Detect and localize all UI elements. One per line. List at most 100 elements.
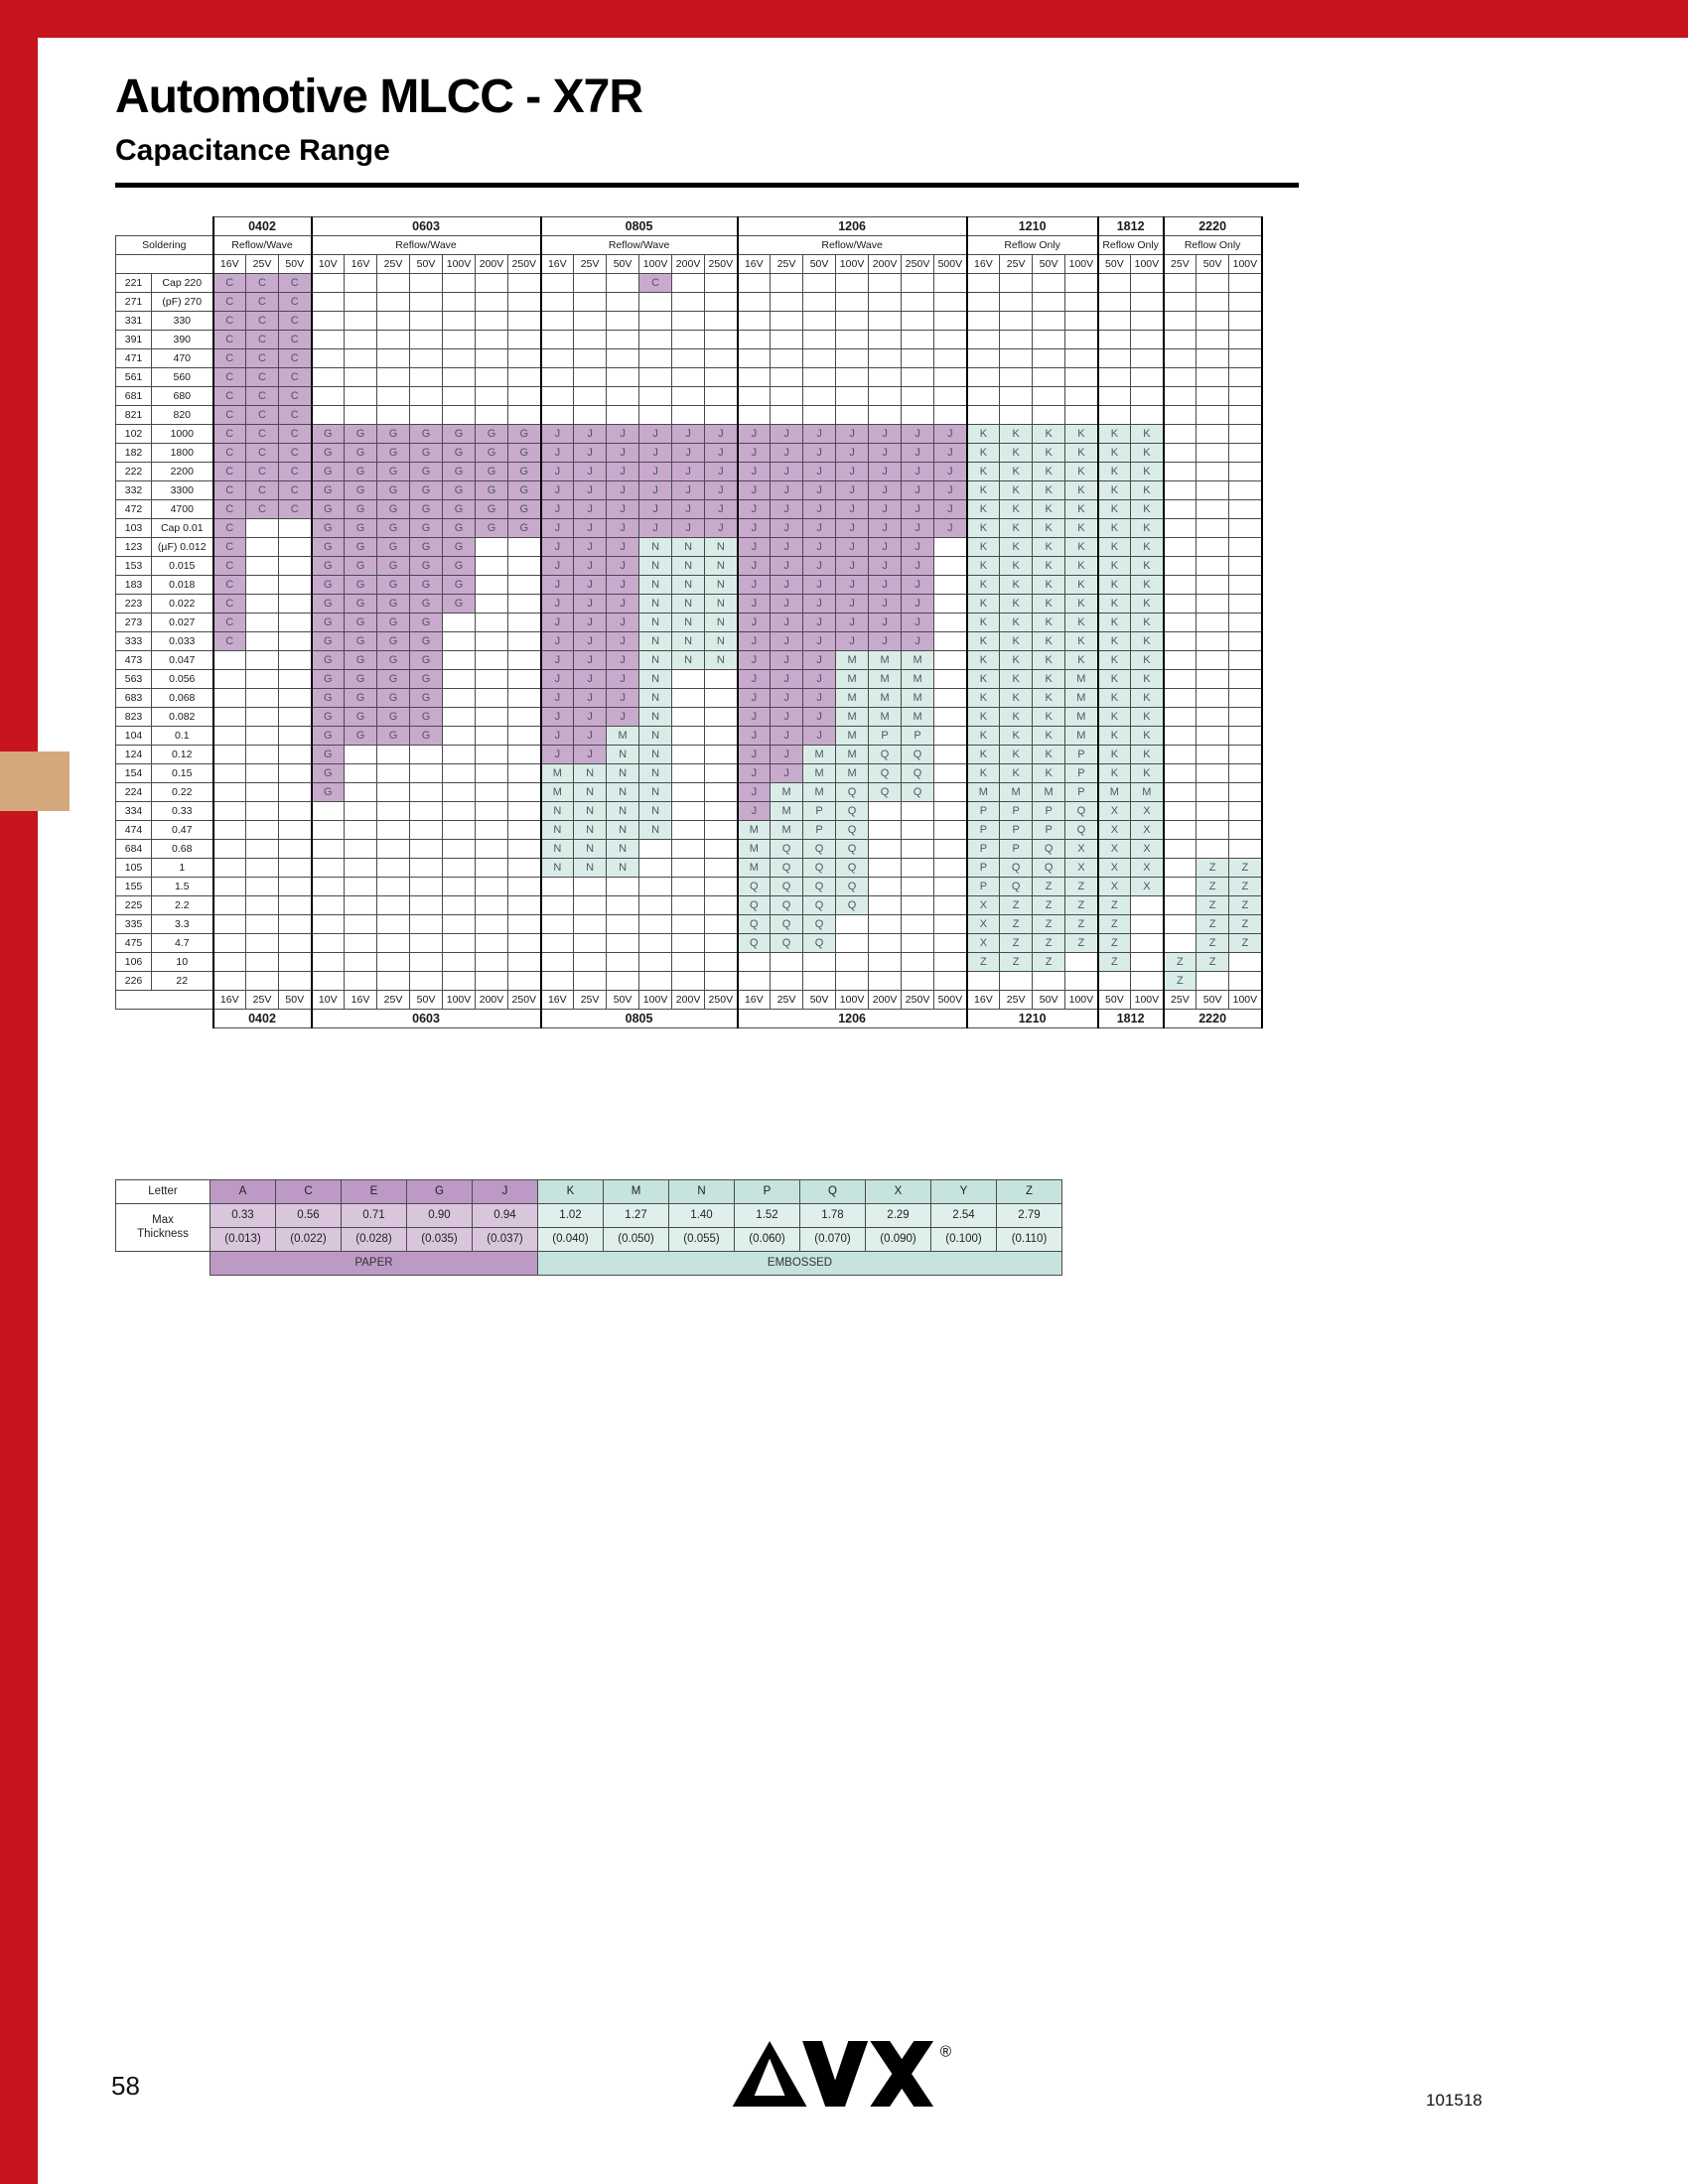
cap-code: 472 <box>115 499 152 519</box>
grid-cell: K <box>965 537 1001 557</box>
grid-cell: J <box>770 424 804 444</box>
grid-cell: Z <box>1096 952 1132 972</box>
grid-cell <box>736 405 772 425</box>
grid-cell: G <box>409 575 443 595</box>
size-header-0603: 0603 <box>310 1009 542 1028</box>
grid-cell: K <box>1130 594 1165 614</box>
grid-cell <box>376 895 410 915</box>
grid-cell <box>736 273 772 293</box>
grid-cell <box>245 650 279 670</box>
cap-row-473: 473 0.047 G G G G J J J N N N J J J M M M K K K K K K <box>115 650 1263 670</box>
grid-cell: G <box>475 443 508 463</box>
grid-cell: J <box>539 575 575 595</box>
grid-cell <box>1096 292 1132 312</box>
grid-cell: M <box>1130 782 1165 802</box>
grid-cell: M <box>835 745 870 764</box>
grid-cell: J <box>770 613 804 632</box>
grid-cell: Q <box>736 933 772 953</box>
grid-cell <box>1228 537 1263 557</box>
cap-code: 334 <box>115 801 152 821</box>
cap-value: 10 <box>151 952 213 972</box>
grid-cell: J <box>835 462 870 481</box>
grid-cell: J <box>606 688 640 708</box>
grid-cell <box>1162 292 1197 312</box>
grid-cell: Q <box>802 895 837 915</box>
grid-cell <box>1228 575 1263 595</box>
voltage-header: 50V <box>802 254 837 274</box>
grid-cell: K <box>1032 480 1066 500</box>
grid-cell <box>868 330 903 349</box>
legend-thickness-mm: 1.52 <box>734 1203 800 1228</box>
grid-cell <box>868 952 903 972</box>
grid-cell: C <box>245 367 279 387</box>
grid-cell <box>901 839 935 859</box>
page-subtitle: Capacitance Range <box>115 134 390 167</box>
grid-cell <box>671 367 706 387</box>
grid-cell <box>901 933 935 953</box>
grid-cell: M <box>901 669 935 689</box>
grid-cell <box>310 292 345 312</box>
page-border-top <box>0 0 1688 38</box>
cap-value: 0.082 <box>151 707 213 727</box>
grid-cell: J <box>704 424 739 444</box>
grid-cell <box>770 971 804 991</box>
grid-cell <box>310 801 345 821</box>
grid-cell: P <box>999 801 1034 821</box>
grid-cell <box>638 895 673 915</box>
grid-cell: J <box>736 594 772 614</box>
grid-cell: G <box>409 424 443 444</box>
grid-cell: J <box>736 763 772 783</box>
legend-thickness-mm: 0.56 <box>275 1203 342 1228</box>
avx-logo-glyphs: ® <box>732 2041 952 2107</box>
grid-cell <box>1130 348 1165 368</box>
grid-cell <box>1032 348 1066 368</box>
grid-cell: N <box>573 801 608 821</box>
grid-cell: J <box>573 575 608 595</box>
grid-cell: J <box>868 556 903 576</box>
grid-cell <box>1228 405 1263 425</box>
grid-cell <box>344 801 377 821</box>
grid-cell <box>245 537 279 557</box>
grid-cell <box>835 933 870 953</box>
grid-cell: G <box>344 499 377 519</box>
cap-value: 0.1 <box>151 726 213 746</box>
grid-cell: G <box>344 707 377 727</box>
grid-cell: M <box>1064 669 1099 689</box>
legend-inch-row: (0.013) (0.022) (0.028) (0.035) (0.037) (0.04… <box>116 1227 1062 1252</box>
voltage-header: 10V <box>310 254 345 274</box>
grid-cell: J <box>539 499 575 519</box>
grid-cell: N <box>573 782 608 802</box>
grid-cell <box>1196 820 1230 840</box>
grid-cell <box>539 273 575 293</box>
grid-cell <box>933 556 968 576</box>
grid-cell <box>506 688 542 708</box>
grid-cell: K <box>1032 763 1066 783</box>
grid-cell: K <box>965 707 1001 727</box>
grid-cell: G <box>310 650 345 670</box>
legend-thickness-mm: 2.79 <box>996 1203 1062 1228</box>
grid-cell <box>344 348 377 368</box>
grid-cell: J <box>573 424 608 444</box>
grid-cell <box>835 348 870 368</box>
grid-cell <box>933 971 968 991</box>
cap-row-561: 561 560 C C C <box>115 367 1263 387</box>
grid-cell: J <box>770 443 804 463</box>
grid-cell <box>1228 330 1263 349</box>
cap-row-823: 823 0.082 G G G G J J J N J J J M M M K K K M K K <box>115 707 1263 727</box>
grid-cell <box>245 877 279 896</box>
grid-cell <box>442 273 476 293</box>
grid-cell: J <box>606 424 640 444</box>
grid-cell <box>1196 613 1230 632</box>
grid-cell <box>245 933 279 953</box>
cap-code: 183 <box>115 575 152 595</box>
grid-cell: K <box>1032 443 1066 463</box>
grid-cell <box>278 933 312 953</box>
legend-thickness-inch: (0.055) <box>668 1227 735 1252</box>
legend-thickness-mm: 2.29 <box>865 1203 931 1228</box>
grid-cell: Q <box>835 839 870 859</box>
grid-cell <box>868 405 903 425</box>
grid-cell: G <box>442 556 476 576</box>
grid-cell: X <box>1130 839 1165 859</box>
grid-cell <box>475 273 508 293</box>
grid-cell <box>606 952 640 972</box>
